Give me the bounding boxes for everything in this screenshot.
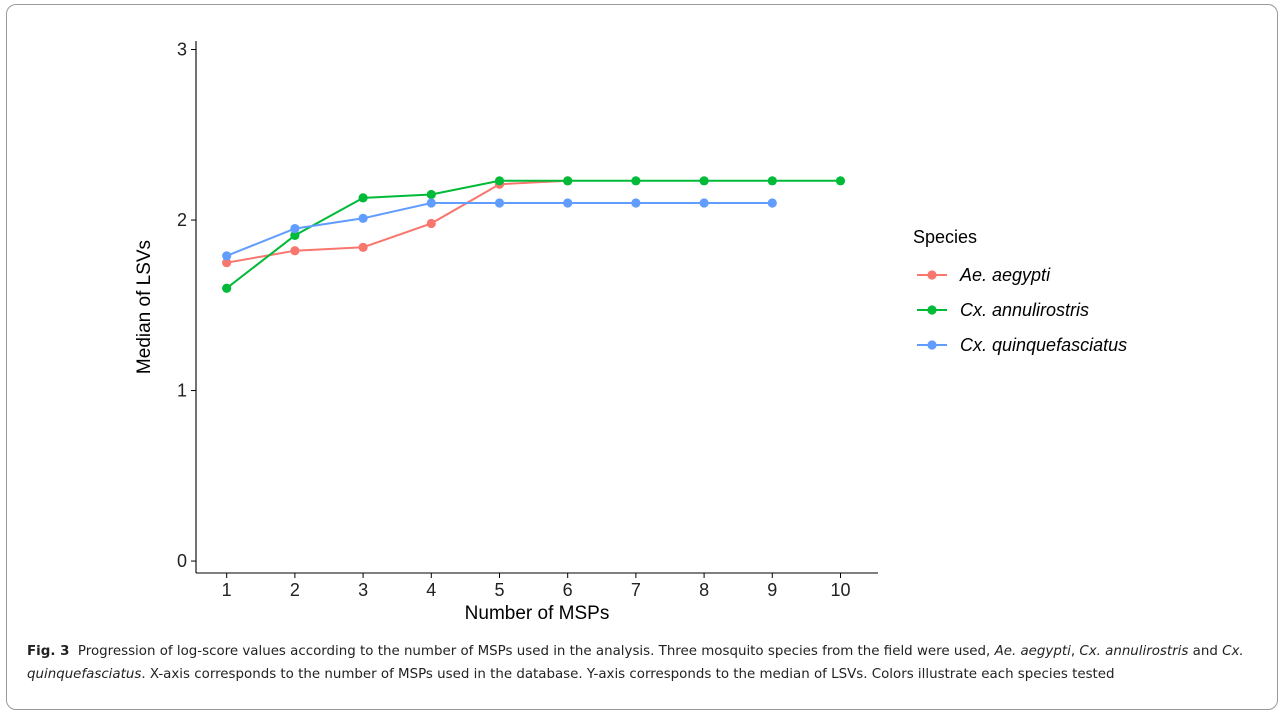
y-tick-label: 2 — [177, 210, 187, 230]
y-tick-label: 0 — [177, 551, 187, 571]
caption-sep-1: , — [1070, 644, 1080, 659]
data-point — [494, 198, 505, 208]
data-point — [835, 176, 846, 186]
x-tick-label: 10 — [830, 580, 850, 600]
data-point — [222, 251, 232, 261]
x-tick-label: 7 — [631, 580, 641, 600]
legend-key-point — [927, 340, 937, 350]
x-tick-label: 2 — [290, 580, 300, 600]
x-tick-label: 9 — [767, 580, 777, 600]
caption-species-3: Cx. quinquefasciatus — [27, 644, 1244, 682]
x-tick-label: 3 — [358, 580, 368, 600]
data-point — [699, 176, 709, 186]
series-line-1 — [226, 179, 568, 264]
axes: 0 1 2 3 1 2 3 4 5 6 7 8 9 10 — [177, 40, 878, 600]
x-tick-label: 8 — [699, 580, 709, 600]
x-axis-label: Number of MSPs — [465, 603, 610, 624]
data-point — [699, 198, 709, 208]
data-point — [222, 258, 232, 268]
caption-species-2: Cx. annulirostris — [1079, 644, 1189, 659]
data-point — [358, 242, 368, 252]
data-point — [767, 198, 777, 208]
x-tick-label: 5 — [494, 580, 504, 600]
legend-entry-label: Cx. quinquefasciatus — [960, 335, 1127, 355]
caption-text-2: . X-axis corresponds to the number of MS… — [141, 666, 1115, 682]
x-tick-label: 4 — [426, 580, 436, 600]
series-line-2 — [226, 179, 841, 289]
caption-species-1: Ae. aegypti — [994, 644, 1071, 659]
caption-sep-2: and — [1188, 644, 1223, 659]
data-point — [426, 189, 436, 200]
data-point — [563, 176, 573, 186]
data-point — [426, 218, 436, 229]
data-point — [631, 198, 641, 208]
figure-frame: 0 1 2 3 1 2 3 4 5 6 7 8 9 10 Number of MSPs Median of… — [6, 4, 1278, 710]
y-tick-label: 3 — [177, 40, 187, 60]
data-point — [358, 213, 368, 223]
data-point — [222, 283, 232, 293]
y-tick-label: 1 — [177, 381, 187, 401]
data-point — [631, 176, 641, 186]
legend-key-point — [927, 270, 937, 280]
line-chart: 0 1 2 3 1 2 3 4 5 6 7 8 9 10 Number of MSPs Median of… — [134, 40, 1127, 624]
legend-title: Species — [913, 227, 977, 247]
x-tick-label: 1 — [222, 580, 232, 600]
series-line-3 — [226, 202, 773, 257]
y-axis-label: Median of LSVs — [134, 240, 155, 374]
data-point — [767, 176, 777, 186]
legend-key-point — [927, 305, 937, 315]
figure-caption: Fig. 3 Progression of log-score values a… — [27, 641, 1275, 686]
series-layer — [222, 176, 846, 293]
x-tick-label: 6 — [563, 580, 573, 600]
data-point — [290, 230, 300, 240]
caption-text-1: Progression of log-score values accordin… — [77, 644, 995, 659]
legend-entry-label: Ae. aegypti — [959, 265, 1051, 285]
data-point — [426, 198, 436, 208]
data-point — [494, 176, 505, 186]
legend-entry-label: Cx. annulirostris — [960, 300, 1089, 320]
data-point — [290, 223, 300, 234]
data-point — [358, 193, 368, 203]
data-point — [290, 246, 300, 256]
figure-label: Fig. 3 — [27, 644, 70, 659]
data-point — [563, 198, 573, 208]
legend: Species Ae. aegypti Cx. annulirostris Cx. … — [913, 227, 1127, 355]
